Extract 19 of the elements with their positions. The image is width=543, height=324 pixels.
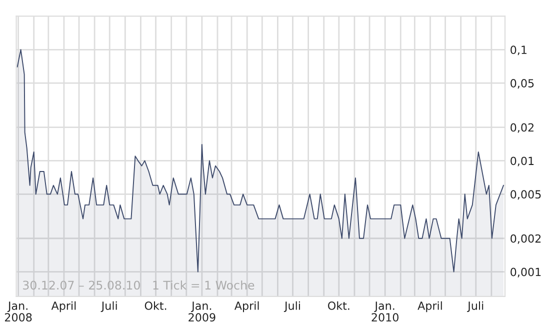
y-tick-label: 0,005 bbox=[510, 190, 541, 200]
x-tick-label: Okt. bbox=[144, 301, 166, 310]
y-tick-label: 0,001 bbox=[510, 268, 541, 278]
x-tick-label: Juli bbox=[284, 301, 300, 312]
x-tick-label: Jan. 2008 bbox=[4, 302, 32, 322]
x-tick-label: Juli bbox=[467, 301, 484, 312]
y-tick-label: 0,05 bbox=[510, 79, 534, 89]
y-tick-label: 0,1 bbox=[510, 46, 526, 56]
y-tick-label: 0,01 bbox=[510, 156, 534, 166]
x-tick-label: April bbox=[418, 301, 442, 312]
x-tick-label: Juli bbox=[100, 301, 117, 312]
x-tick-label: Jan. 2009 bbox=[188, 302, 216, 322]
annotation: 30.12.07 – 25.08.10 1 Tick = 1 Woche bbox=[23, 280, 254, 290]
y-tick-label: 0,002 bbox=[510, 234, 541, 244]
x-tick-label: Jan. 2010 bbox=[372, 302, 398, 322]
x-tick-label: April bbox=[51, 301, 76, 312]
y-tick-label: 0,02 bbox=[510, 123, 534, 133]
x-tick-label: Okt. bbox=[328, 301, 350, 310]
x-tick-label: April bbox=[234, 301, 259, 312]
